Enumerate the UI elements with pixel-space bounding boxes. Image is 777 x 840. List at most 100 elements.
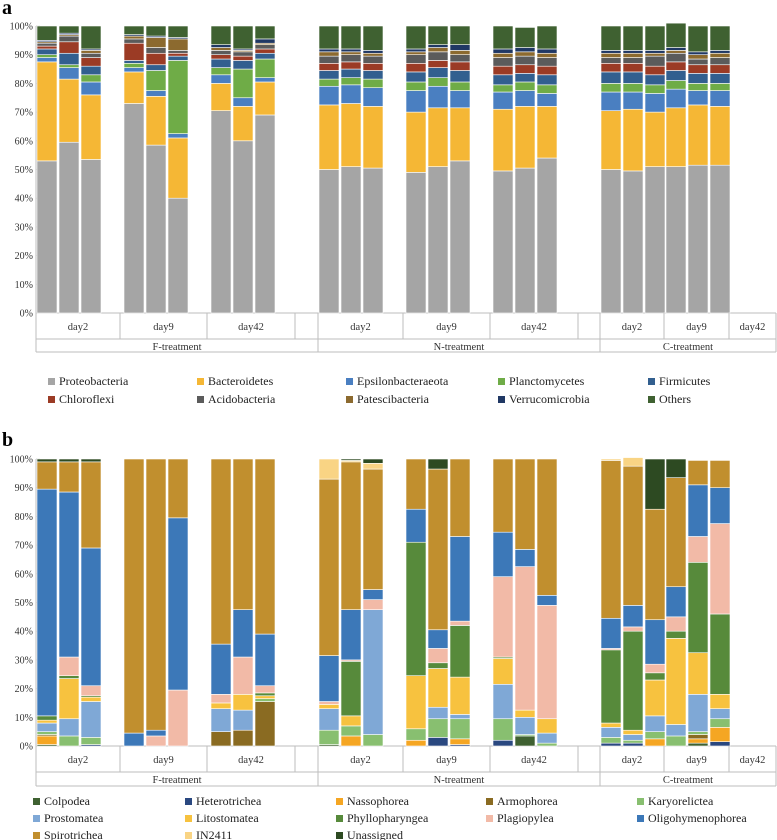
bar-segment-firmicutes [427,67,449,78]
bar-segment-acidobacteria [36,42,58,47]
y-tick-label: 50% [15,165,33,176]
bar-segment-colpodea [687,742,709,747]
legend-label: Bacteroidetes [208,374,274,388]
bar-segment-prostomatea [600,727,622,738]
bar-segment-proteobacteria [514,167,536,314]
bar-segment-epsilonbacteraeota [145,90,167,97]
bar-stack [340,458,362,747]
bar-segment-proteobacteria [254,114,276,314]
bar-segment-chloroflexi [58,41,80,54]
y-tick-label: 80% [15,512,33,523]
y-tick-label: 30% [15,222,33,233]
bar-segment-proteobacteria [167,197,189,314]
bar-segment-verrucomicrobia [449,44,471,51]
bar-stack [427,25,449,314]
bar-segment-others [665,22,687,48]
bar-segment-acidobacteria [644,55,666,67]
bar-stack [145,458,167,747]
bar-segment-unassigned [644,458,666,510]
bar-segment-verrucomicrobia [622,50,644,54]
bar-segment-in2411 [362,463,384,470]
bar-segment-unassigned [362,458,384,464]
bar-segment-bacteroidetes [123,71,145,104]
bar-segment-bacteroidetes [232,106,254,142]
y-tick-label: 20% [15,251,33,262]
bar-segment-litostomatea [427,668,449,708]
bar-segment-oligohymenophorea [514,549,536,567]
day-label: day42 [238,322,264,333]
bar-stack [340,25,362,314]
legend-swatch-in2411 [185,832,192,839]
day-label: day9 [153,322,173,333]
bar-segment-epsilonbacteraeota [340,84,362,104]
bar-segment-epsilonbacteraeota [210,74,232,84]
bar-segment-epsilonbacteraeota [123,67,145,73]
bar-segment-others [687,25,709,53]
bar-segment-karyorelictea [622,739,644,744]
bar-segment-oligohymenophorea [536,595,558,606]
bar-segment-karyorelictea [405,728,427,741]
bar-stack [362,458,384,747]
bar-segment-heterotrichea [600,742,622,747]
bar-segment-planctomycetes [318,78,340,87]
bar-segment-phyllopharyngea [36,715,58,721]
bar-segment-spirotrichea [210,458,232,645]
bar-segment-chloroflexi [536,65,558,76]
bar-segment-others [123,25,145,35]
bar-segment-epsilonbacteraeota [622,91,644,110]
bar-segment-bacteroidetes [318,104,340,170]
bar-segment-prostomatea [80,701,102,738]
bar-segment-patescibacteria [340,51,362,55]
bar-segment-nassophorea [687,738,709,744]
bar-segment-unassigned [340,458,362,461]
bar-segment-chloroflexi [600,63,622,73]
bar-segment-bacteroidetes [449,107,471,162]
bar-segment-heterotrichea [427,737,449,747]
bar-segment-prostomatea [709,708,731,720]
bar-segment-oligohymenophorea [492,531,514,577]
bar-segment-planctomycetes [36,54,58,58]
bar-segment-spirotrichea [232,458,254,610]
bar-segment-bacteroidetes [80,94,102,160]
y-tick-label: 20% [15,684,33,695]
bar-segment-oligohymenophorea [687,484,709,537]
bar-segment-firmicutes [492,74,514,86]
bar-stack [145,25,167,314]
legend-swatch-verrucomicrobia [498,396,505,403]
legend-swatch-bacteroidetes [197,378,204,385]
bar-segment-verrucomicrobia [405,48,427,53]
legend-swatch-karyorelictea [637,798,644,805]
bar-segment-nassophorea [36,735,58,745]
bar-segment-oligohymenophorea [210,643,232,695]
legend-label: Unassigned [347,828,403,840]
bar-segment-proteobacteria [340,166,362,314]
bar-stack [36,25,58,314]
bar-segment-proteobacteria [80,159,102,314]
bar-segment-litostomatea [232,694,254,711]
bar-segment-plagiopylea [622,626,644,632]
bar-segment-firmicutes [36,48,58,55]
bar-segment-planctomycetes [58,64,80,68]
bar-segment-planctomycetes [709,83,731,91]
bar-segment-patescibacteria [123,35,145,40]
bar-segment-firmicutes [644,74,666,86]
bar-stack [622,25,644,314]
treatment-label: N-treatment [434,775,485,786]
bar-segment-bacteroidetes [145,96,167,146]
legend-label: Heterotrichea [196,794,262,808]
bar-segment-chloroflexi [167,52,189,57]
legend-label: IN2411 [196,828,232,840]
bar-segment-oligohymenophorea [145,729,167,737]
bar-segment-prostomatea [514,716,536,735]
legend-swatch-spirotrichea [33,832,40,839]
y-tick-label: 70% [15,541,33,552]
bar-segment-verrucomicrobia [644,50,666,54]
bar-segment-phyllopharyngea [405,541,427,676]
bar-segment-epsilonbacteraeota [58,67,80,80]
bar-segment-epsilonbacteraeota [167,133,189,139]
bar-segment-phyllopharyngea [709,613,731,695]
bar-segment-others [340,25,362,50]
bar-stack [210,25,232,314]
treatment-label: N-treatment [434,342,485,353]
bar-stack [449,458,471,747]
